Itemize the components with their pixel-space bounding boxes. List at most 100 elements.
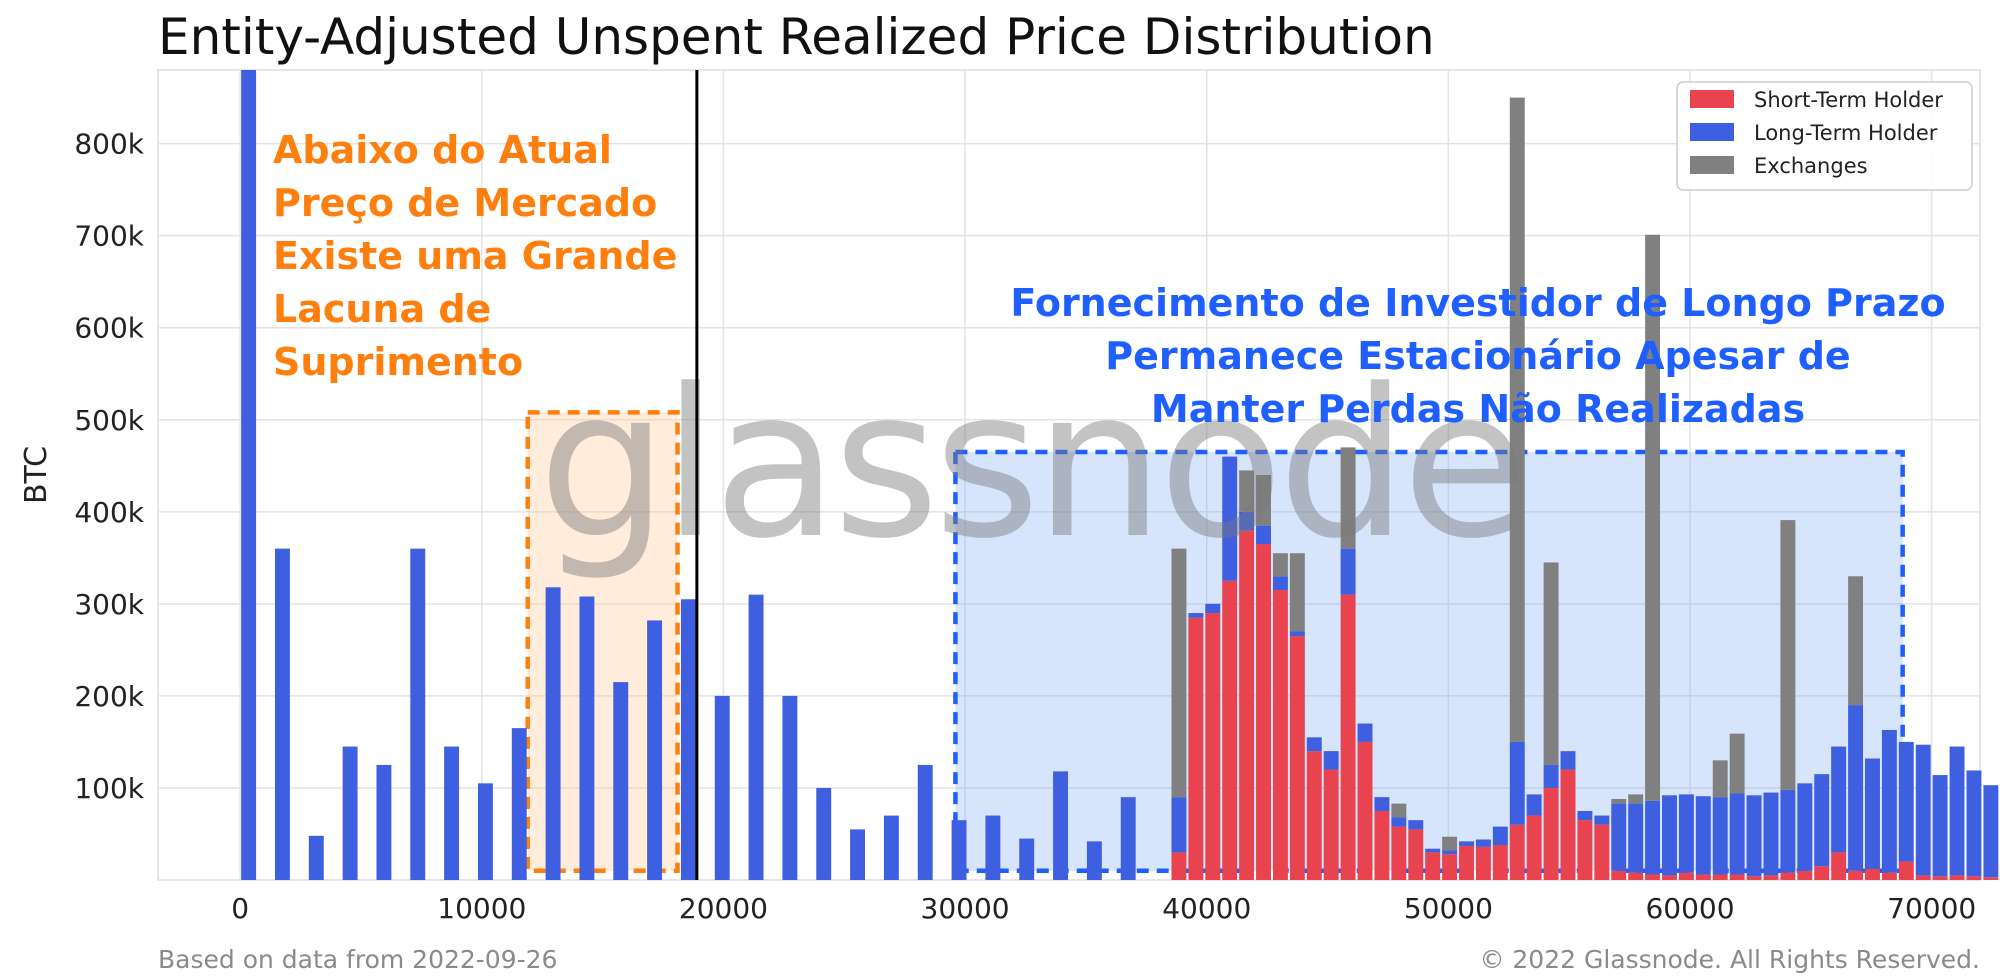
bar-long-term-holder [410, 548, 426, 880]
bar-long-term-holder [1543, 764, 1559, 788]
bar-long-term-holder [1594, 815, 1610, 825]
bar-long-term-holder [1797, 783, 1813, 871]
plot-area [157, 69, 1981, 881]
bar-short-term-holder [1509, 824, 1525, 880]
bar-long-term-holder [545, 587, 561, 880]
left-annotation-line: Lacuna de [273, 287, 491, 331]
legend-swatch [1690, 156, 1734, 174]
x-tick-label: 60000 [1645, 892, 1734, 925]
bar-long-term-holder [1357, 723, 1373, 742]
bar-long-term-holder [1459, 841, 1474, 846]
bar-short-term-holder [1289, 636, 1305, 880]
right-annotation: Fornecimento de Investidor de Longo Praz… [1010, 281, 1945, 431]
legend: Short-Term Holder Long-Term Holder Exchang… [1676, 81, 1973, 191]
x-tick-label: 50000 [1404, 892, 1493, 925]
x-tick-label: 30000 [921, 892, 1010, 925]
bar-long-term-holder [1475, 839, 1491, 847]
bar-long-term-holder [1763, 792, 1779, 876]
bar-long-term-holder [1256, 525, 1271, 545]
bar-short-term-holder [1594, 824, 1610, 880]
y-axis-label: BTC [19, 446, 54, 504]
bar-short-term-holder [1898, 861, 1914, 880]
bar-long-term-holder [1865, 758, 1880, 869]
bar-long-term-holder [1898, 741, 1914, 862]
bar-short-term-holder [1797, 870, 1813, 880]
bar-short-term-holder [1408, 829, 1424, 880]
bar-short-term-holder [1966, 876, 1982, 880]
bar-long-term-holder [1645, 800, 1661, 875]
bar-short-term-holder [1442, 854, 1458, 880]
bar-short-term-holder [1340, 594, 1356, 880]
bar-exchanges [1289, 553, 1305, 632]
bar-exchanges [1729, 733, 1745, 794]
bar-long-term-holder [579, 596, 595, 880]
x-tick-label: 0 [231, 892, 249, 925]
bar-short-term-holder [1780, 872, 1796, 880]
left-annotation-line: Abaixo do Atual [273, 128, 612, 172]
bar-short-term-holder [1306, 751, 1322, 880]
bar-long-term-holder [917, 764, 933, 880]
bar-exchanges [1543, 562, 1559, 765]
bar-long-term-holder [1120, 797, 1136, 880]
bar-long-term-holder [1695, 796, 1711, 875]
bar-long-term-holder [1391, 817, 1407, 827]
bar-long-term-holder [1425, 848, 1441, 853]
bar-exchanges [1442, 836, 1458, 851]
bar-short-term-holder [1949, 875, 1965, 880]
legend-swatch [1690, 123, 1734, 141]
bar-long-term-holder [1340, 548, 1356, 595]
bar-exchanges [1272, 553, 1288, 577]
x-tick-label: 10000 [437, 892, 526, 925]
bar-exchanges [1780, 520, 1796, 790]
bar-long-term-holder [1932, 775, 1948, 877]
bar-long-term-holder [308, 835, 324, 880]
bar-short-term-holder [1222, 580, 1238, 880]
bar-long-term-holder [1205, 603, 1221, 614]
bar-long-term-holder [850, 829, 866, 880]
bar-short-term-holder [1256, 544, 1271, 880]
bar-long-term-holder [1222, 456, 1238, 581]
bar-long-term-holder [985, 815, 1001, 880]
y-tick-label: 700k [74, 220, 144, 253]
bar-long-term-holder [477, 783, 493, 880]
bar-short-term-holder [1814, 866, 1830, 880]
bar-short-term-holder [1932, 876, 1948, 880]
bar-long-term-holder [1983, 785, 1999, 878]
x-tick-label: 70000 [1887, 892, 1976, 925]
bar-exchanges [1848, 576, 1864, 706]
bar-short-term-holder [1425, 852, 1441, 880]
bar-long-term-holder [444, 746, 460, 880]
bar-long-term-holder [1526, 794, 1542, 816]
bar-exchanges [1256, 475, 1271, 526]
left-annotation-line: Preço de Mercado [273, 181, 657, 225]
bar-short-term-holder [1543, 787, 1559, 880]
bar-long-term-holder [1577, 810, 1593, 821]
bar-short-term-holder [1374, 810, 1390, 880]
bar-long-term-holder [241, 70, 257, 880]
bar-short-term-holder [1560, 769, 1576, 880]
bar-short-term-holder [1188, 617, 1204, 880]
left-annotation-line: Existe uma Grande [273, 234, 677, 278]
bar-short-term-holder [1915, 875, 1931, 880]
bar-long-term-holder [1814, 774, 1830, 867]
right-highlight-box [953, 449, 1905, 874]
bar-long-term-holder [1915, 744, 1931, 876]
bar-short-term-holder [1475, 846, 1491, 880]
bar-short-term-holder [1205, 613, 1221, 880]
grid [158, 70, 1980, 880]
bar-long-term-holder [1374, 797, 1390, 811]
bar-long-term-holder [647, 620, 663, 880]
bar-exchanges [1645, 234, 1661, 801]
bar-long-term-holder [1053, 771, 1068, 880]
y-tick-label: 600k [74, 312, 144, 345]
legend-label: Long-Term Holder [1754, 121, 1938, 145]
bar-exchanges [1171, 548, 1187, 798]
y-tick-label: 400k [74, 496, 144, 529]
bar-exchanges [1340, 447, 1356, 549]
bar-long-term-holder [1881, 729, 1897, 873]
bar-long-term-holder [1611, 803, 1627, 871]
y-tick-label: 100k [74, 772, 144, 805]
bars [241, 70, 1999, 880]
bar-long-term-holder [613, 682, 629, 880]
watermark: glassnode [538, 346, 1522, 584]
